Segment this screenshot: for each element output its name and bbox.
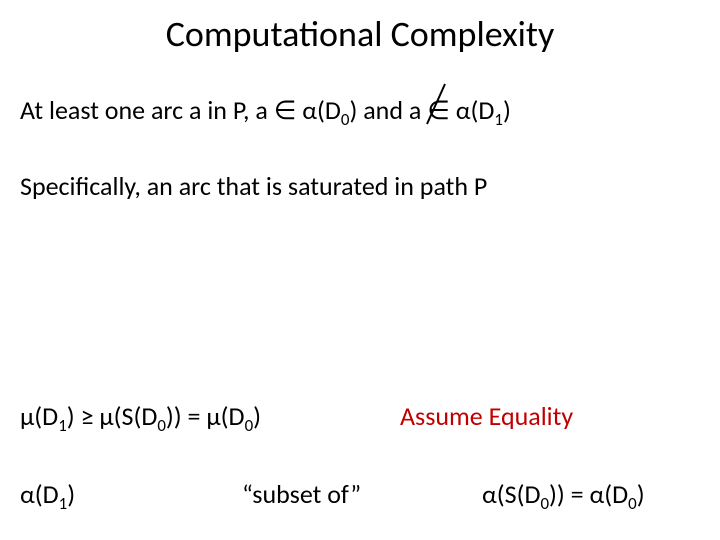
subscript-0: 0	[245, 415, 254, 436]
text: )	[503, 94, 511, 126]
element-of-symbol: ∈	[274, 94, 297, 126]
text: )) = α(D	[549, 478, 628, 510]
text: α(S(D	[482, 478, 540, 510]
text: α(D	[296, 94, 341, 126]
line-saturated-arc: Specifically, an arc that is saturated i…	[20, 170, 700, 202]
text: )) = μ(D	[166, 400, 245, 432]
element-of-base: ∈	[427, 94, 450, 126]
slide-title: Computational Complexity	[0, 12, 720, 56]
subscript-1: 1	[59, 493, 68, 514]
text: α(D	[450, 94, 495, 126]
text: α(D	[20, 478, 59, 510]
line-arc-membership: At least one arc a in P, a ∈ α(D0) and a…	[20, 94, 700, 126]
text: ) and a	[349, 94, 427, 126]
subscript-0: 0	[628, 493, 637, 514]
text: At least one arc a in P, a	[20, 94, 274, 126]
text: ) ≥ μ(S(D	[67, 400, 158, 432]
slide: Computational Complexity At least one ar…	[0, 0, 720, 540]
text: )	[637, 478, 645, 510]
subscript-1: 1	[58, 415, 67, 436]
mu-inequality: μ(D1) ≥ μ(S(D0)) = μ(D0)	[20, 400, 261, 432]
subscript-0: 0	[540, 493, 549, 514]
assume-equality-label: Assume Equality	[400, 400, 573, 432]
subset-of-label: “subset of”	[242, 478, 361, 510]
text: μ(D	[20, 400, 58, 432]
text: )	[253, 400, 261, 432]
alpha-equality: α(S(D0)) = α(D0)	[482, 478, 645, 510]
text: )	[67, 478, 75, 510]
subscript-0: 0	[157, 415, 166, 436]
subscript-1: 1	[494, 109, 503, 130]
not-element-of-symbol: ∈	[427, 94, 450, 126]
alpha-d1: α(D1)	[20, 478, 75, 510]
